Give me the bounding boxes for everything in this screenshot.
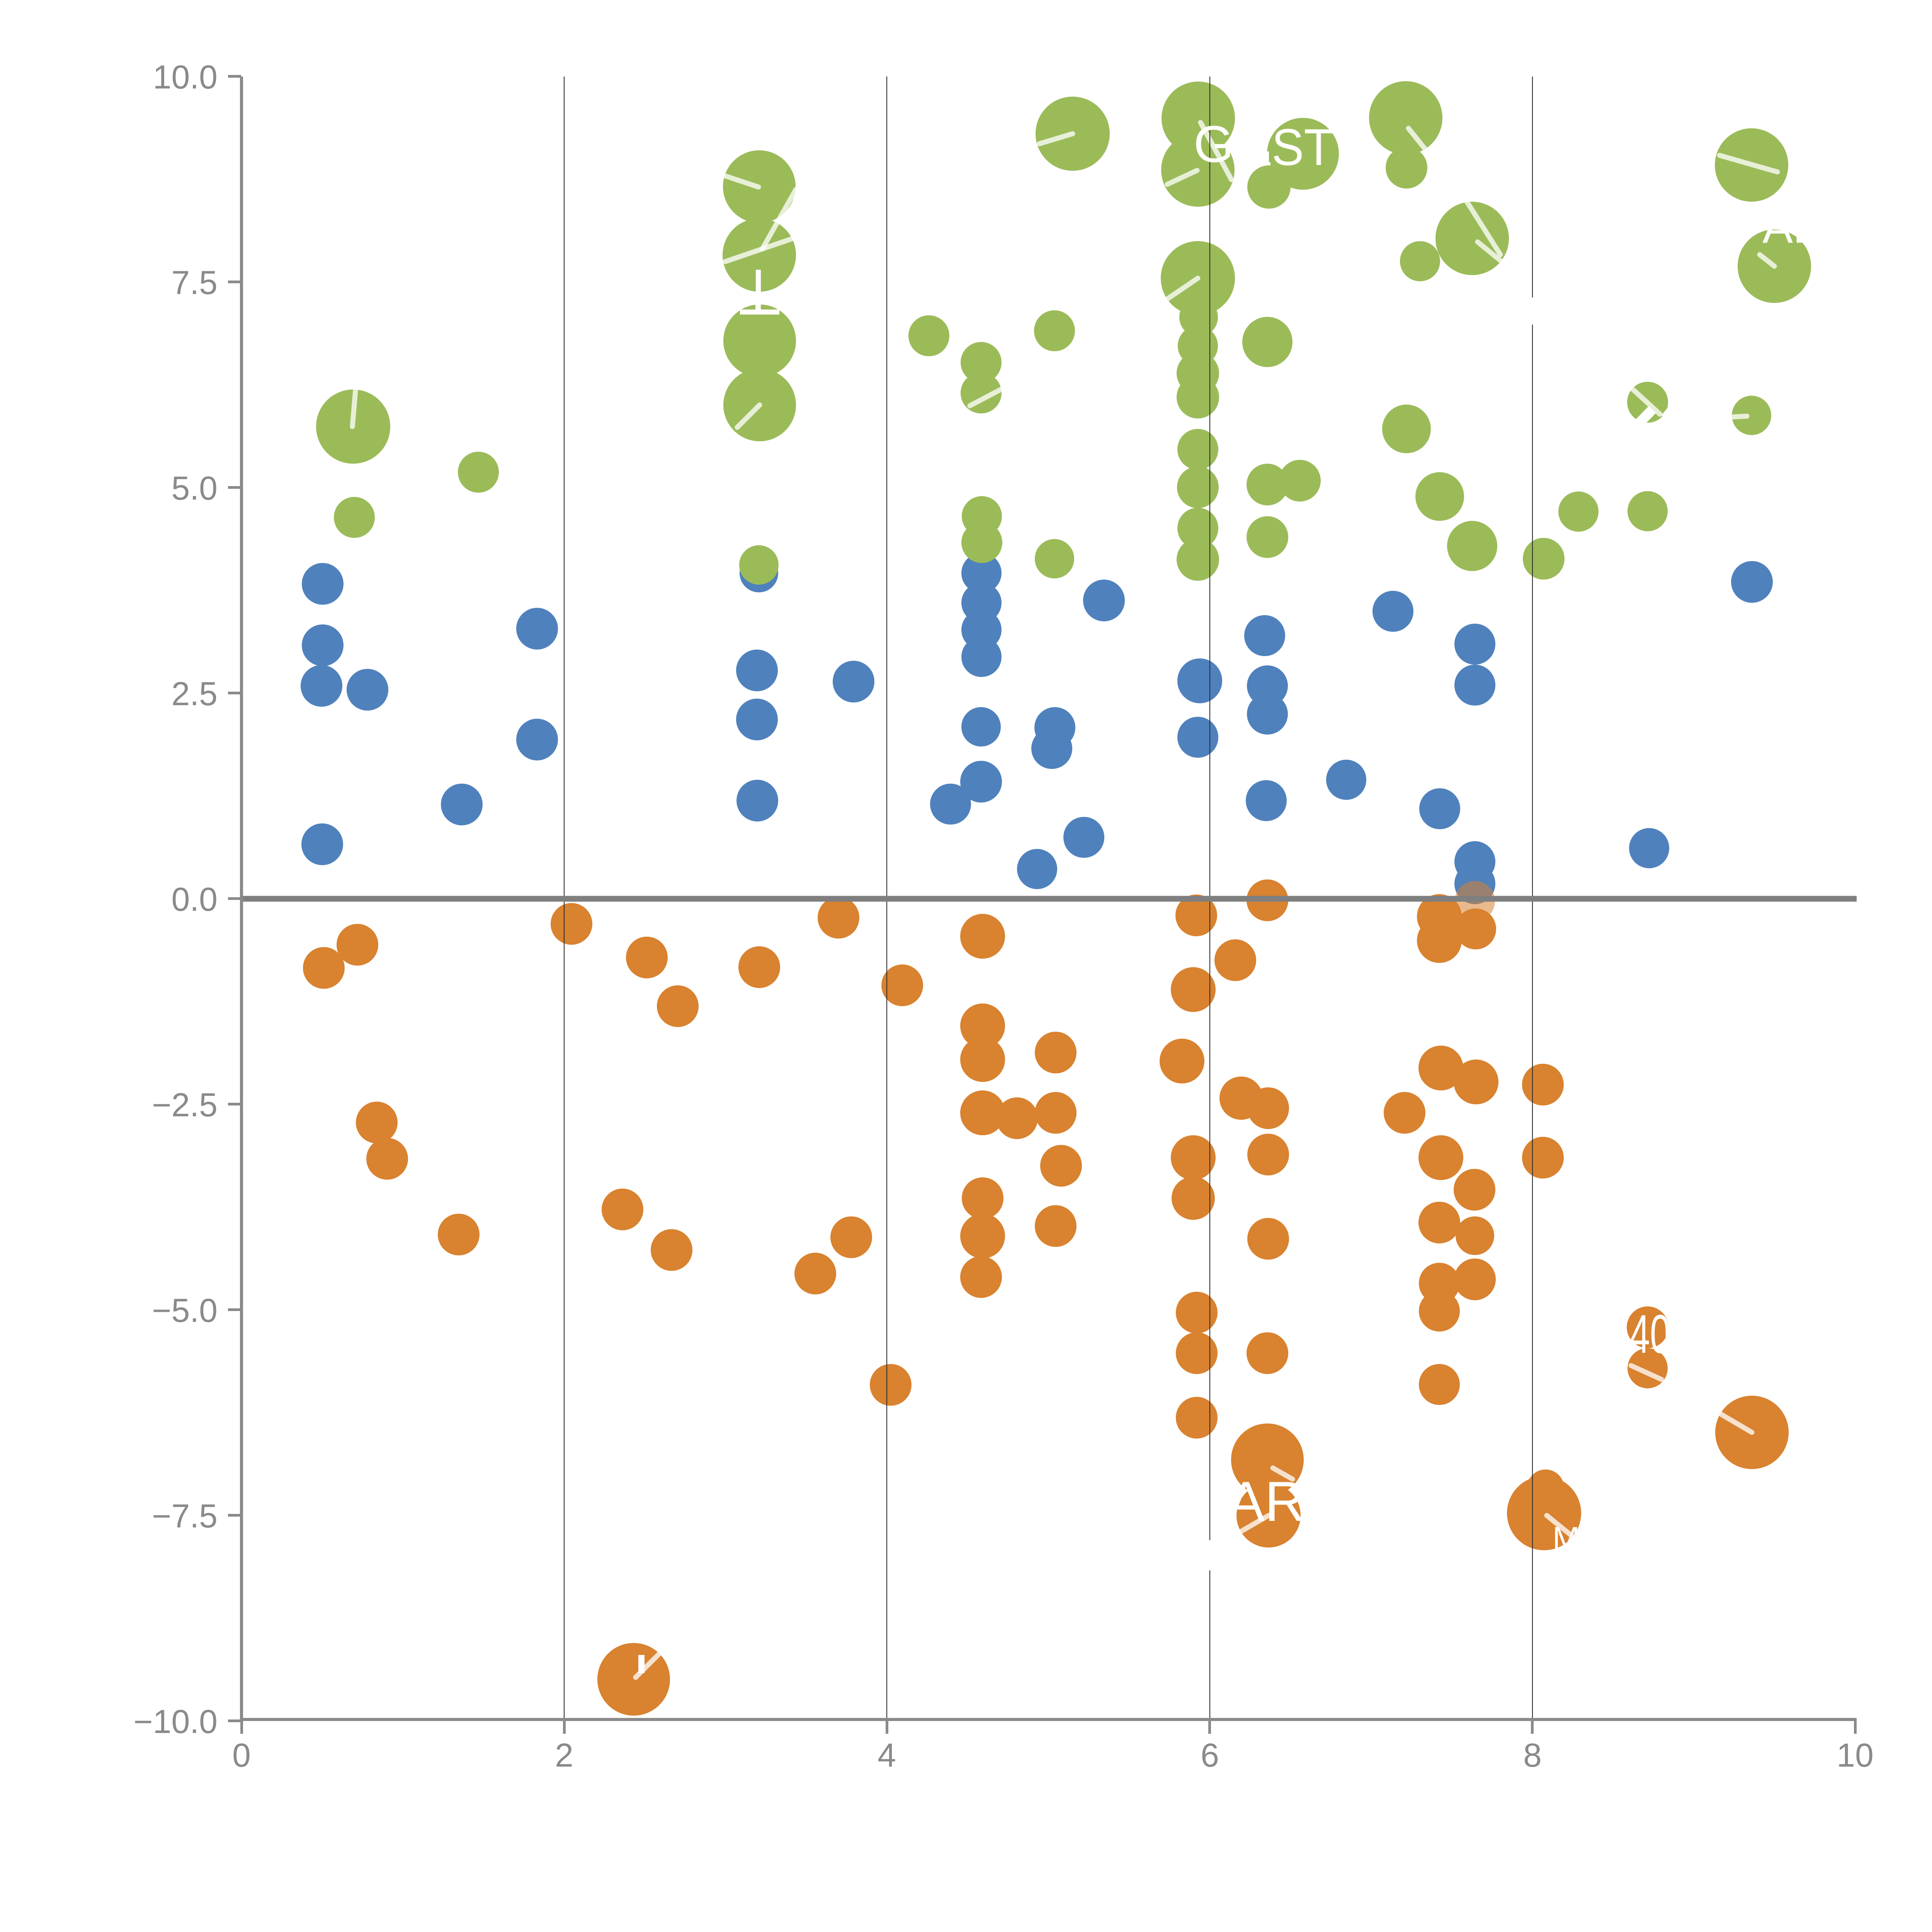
svg-text:−2.5: −2.5: [152, 1087, 218, 1124]
svg-text:G: G: [1194, 116, 1234, 173]
svg-text:10.0: 10.0: [153, 59, 218, 96]
svg-text:ST: ST: [1272, 119, 1333, 176]
svg-text:6: 6: [1201, 1737, 1219, 1774]
svg-text:7.5: 7.5: [171, 264, 218, 301]
svg-text:AE: AE: [1762, 202, 1823, 253]
svg-text:−5.0: −5.0: [152, 1292, 218, 1329]
svg-text:10: 10: [1837, 1737, 1874, 1774]
svg-text:5.0: 5.0: [171, 470, 218, 507]
svg-text:40: 40: [1629, 1303, 1670, 1364]
svg-text:0: 0: [232, 1737, 251, 1774]
svg-text:M: M: [1553, 1520, 1580, 1557]
svg-text:8: 8: [1523, 1737, 1542, 1774]
svg-text:−7.5: −7.5: [152, 1498, 218, 1535]
svg-text:2.5: 2.5: [171, 675, 218, 713]
svg-text:AR: AR: [1227, 1470, 1306, 1533]
svg-text:2: 2: [555, 1737, 573, 1774]
svg-text:0.0: 0.0: [171, 881, 218, 918]
svg-text:−10.0: −10.0: [133, 1703, 218, 1740]
svg-text:4: 4: [878, 1737, 896, 1774]
